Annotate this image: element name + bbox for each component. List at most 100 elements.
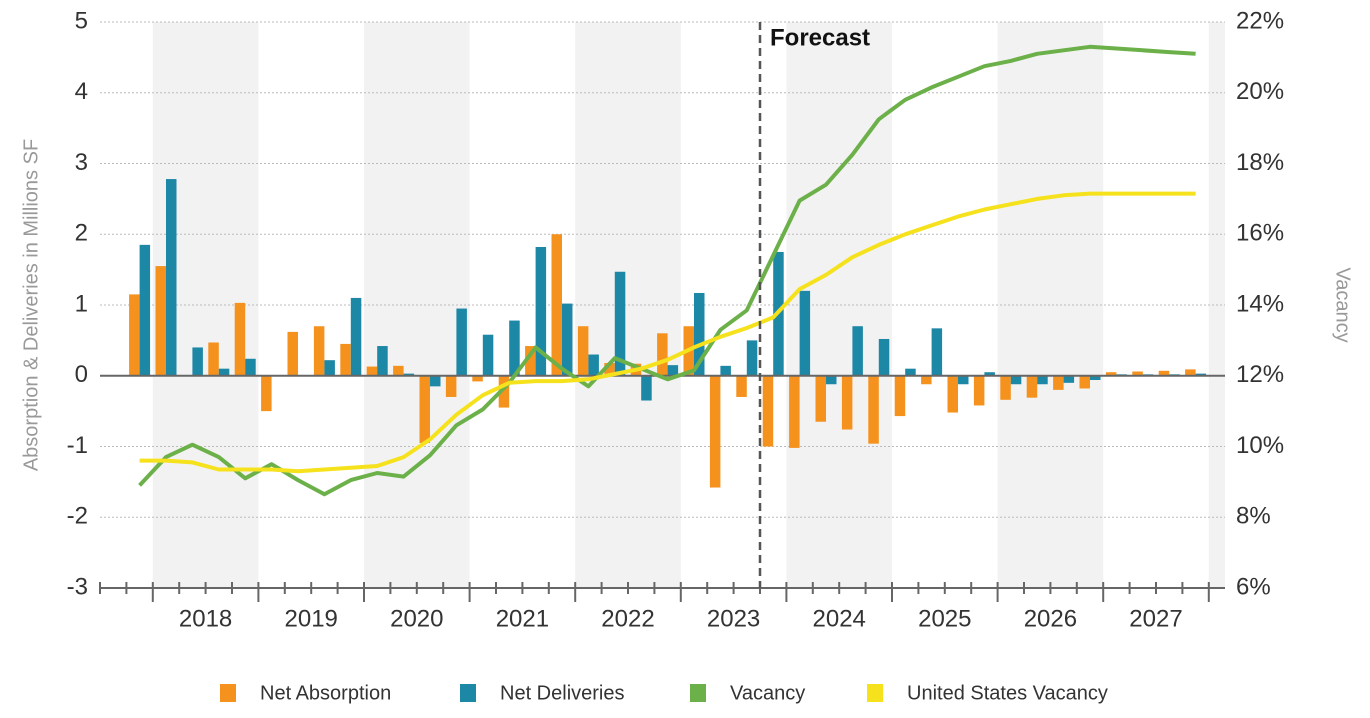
x-tick-label: 2020 [390, 605, 443, 632]
bar [667, 365, 679, 376]
bar [1037, 375, 1048, 385]
x-tick-label: 2019 [285, 605, 338, 632]
bar [826, 375, 837, 385]
y2-tick-label: 12% [1236, 361, 1284, 388]
bar [482, 334, 494, 376]
bar [340, 343, 351, 376]
bar [736, 375, 747, 397]
legend-label: Net Absorption [260, 682, 391, 704]
bar [129, 294, 140, 376]
bar [562, 303, 573, 376]
bar [1000, 375, 1011, 400]
y2-tick-label: 8% [1236, 503, 1271, 530]
bar [868, 375, 879, 444]
bar [245, 358, 256, 376]
y-tick-label: 0 [75, 361, 88, 388]
bar [218, 368, 230, 376]
bar [604, 363, 615, 376]
bar [1010, 375, 1022, 385]
legend-swatch [220, 684, 236, 702]
bar [192, 347, 203, 376]
bar [878, 338, 890, 376]
bar [313, 326, 325, 376]
bar [641, 375, 652, 401]
bar [456, 308, 467, 376]
bar [155, 266, 166, 376]
bar [894, 375, 906, 417]
bar [958, 375, 969, 385]
y2-tick-label: 20% [1236, 78, 1284, 105]
bar [921, 375, 932, 385]
bar [1063, 375, 1075, 383]
bar [261, 375, 272, 412]
bar [525, 346, 536, 376]
x-tick-label: 2023 [707, 605, 760, 632]
x-tick-label: 2022 [601, 605, 654, 632]
line [138, 44, 1196, 497]
bar [287, 331, 298, 376]
x-tick-label: 2018 [179, 605, 232, 632]
bar [1185, 369, 1196, 376]
legend-label: United States Vacancy [907, 682, 1108, 704]
legend-label: Net Deliveries [500, 682, 624, 704]
bar [350, 297, 362, 376]
y2-tick-label: 10% [1236, 432, 1284, 459]
y-axis-label: Absorption & Deliveries in Millions SF [20, 139, 42, 471]
y2-tick-label: 16% [1236, 220, 1284, 247]
y-tick-label: -2 [67, 503, 88, 530]
x-tick-label: 2021 [496, 605, 549, 632]
y-tick-label: -1 [67, 432, 88, 459]
legend-swatch [867, 684, 883, 702]
y2-tick-label: 6% [1236, 573, 1271, 600]
bar [1079, 375, 1090, 389]
bar [841, 375, 853, 430]
bar [234, 302, 246, 376]
y-tick-label: 5 [75, 7, 88, 34]
bar [139, 244, 151, 376]
bar [905, 368, 916, 376]
bar [509, 320, 520, 376]
bar [551, 234, 562, 376]
bar [445, 375, 457, 397]
bar [498, 375, 510, 408]
bar [588, 354, 599, 376]
bar [931, 328, 943, 376]
y-tick-label: 2 [75, 220, 88, 247]
y-tick-label: 3 [75, 149, 88, 176]
bar [472, 375, 483, 382]
bar [1105, 372, 1117, 376]
bar [1132, 371, 1143, 376]
bar [789, 375, 800, 448]
bar [720, 365, 731, 376]
bar [799, 290, 811, 376]
legend-swatch [460, 684, 476, 702]
bar [208, 342, 219, 376]
bar [430, 375, 441, 387]
bar [403, 373, 415, 376]
y-tick-label: -3 [67, 573, 88, 600]
y-tick-label: 4 [75, 78, 88, 105]
bar [614, 271, 626, 376]
bar [762, 375, 774, 447]
y2-tick-label: 22% [1236, 7, 1284, 34]
bar [709, 375, 721, 488]
line [139, 191, 1196, 474]
bar [657, 333, 668, 376]
x-tick-label: 2027 [1129, 605, 1182, 632]
bar [973, 375, 985, 406]
bar [1053, 375, 1064, 390]
bar [535, 246, 547, 376]
bar [377, 346, 388, 376]
bar [577, 326, 589, 376]
bar [984, 372, 995, 376]
bar [1195, 373, 1207, 376]
y-tick-label: 1 [75, 290, 88, 317]
bar [324, 360, 335, 376]
bar [694, 292, 705, 376]
bar [1158, 370, 1170, 376]
bar [1090, 375, 1101, 380]
legend-label: Vacancy [730, 682, 805, 704]
bar [166, 179, 177, 376]
